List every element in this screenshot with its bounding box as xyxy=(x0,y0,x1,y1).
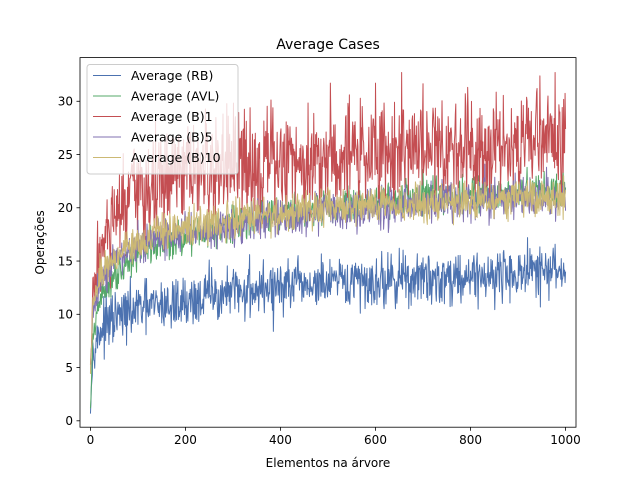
legend-box xyxy=(86,64,239,175)
plot-frame xyxy=(79,57,577,428)
x-tick-label: 200 xyxy=(174,433,197,447)
y-tick-label: 25 xyxy=(58,148,73,162)
legend-entry: Average (RB) xyxy=(131,68,213,83)
series-line xyxy=(89,71,567,365)
y-tick-label: 30 xyxy=(58,95,73,109)
y-tick-label: 0 xyxy=(65,414,73,428)
legend-entry: Average (B)1 xyxy=(131,109,213,124)
y-axis: 0 5 10 15 20 25 30 xyxy=(58,95,80,428)
x-tick-label: 600 xyxy=(364,433,387,447)
x-tick-label: 800 xyxy=(459,433,482,447)
y-axis-label: Operações xyxy=(33,210,47,274)
legend-entry: Average (B)10 xyxy=(131,150,221,165)
y-tick-label: 20 xyxy=(58,201,73,215)
x-tick-label: 400 xyxy=(269,433,292,447)
legend: Average (RB) Average (AVL) Average (B)1 Ave… xyxy=(86,64,239,175)
legend-entry: Average (AVL) xyxy=(131,89,219,104)
x-tick-label: 1000 xyxy=(550,433,581,447)
x-axis-label: Elementos na árvore xyxy=(266,456,391,470)
series-layer xyxy=(89,71,567,414)
chart-title: Average Cases xyxy=(276,37,380,53)
x-axis: 0 200 400 600 800 1000 xyxy=(87,427,581,447)
series-line xyxy=(89,175,567,374)
y-tick-label: 10 xyxy=(58,308,73,322)
x-tick-label: 0 xyxy=(87,433,95,447)
y-tick-label: 5 xyxy=(65,361,73,375)
y-tick-label: 15 xyxy=(58,254,73,268)
series-line xyxy=(89,237,567,414)
legend-entry: Average (B)5 xyxy=(131,130,213,145)
